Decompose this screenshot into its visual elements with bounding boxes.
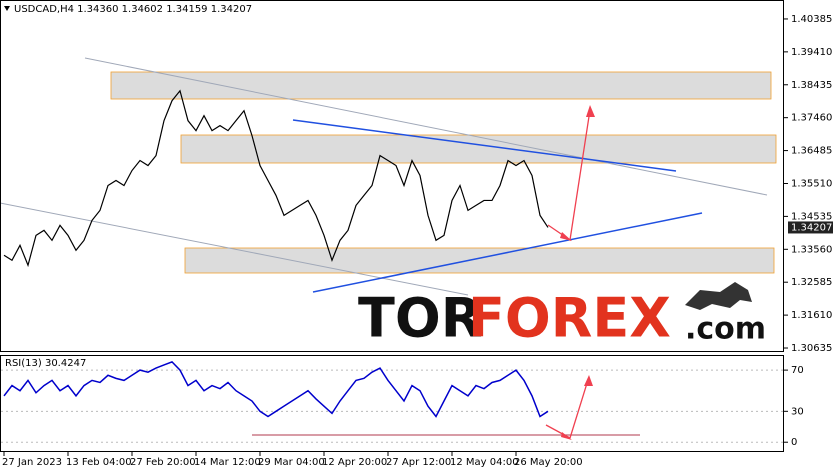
y-tick-label: 1.31610 xyxy=(791,310,832,321)
arrow-head xyxy=(560,232,572,241)
support-zone xyxy=(184,247,775,274)
y-tick-label: 1.37460 xyxy=(791,113,832,124)
current-price-box xyxy=(788,221,833,234)
forecast-arrow xyxy=(545,379,589,439)
y-tick-label: 1.38435 xyxy=(791,80,832,91)
x-tick-label: 27 Feb 20:00 xyxy=(130,457,196,468)
watermark-text: FOREX xyxy=(468,287,671,350)
y-tick-label: 1.34535 xyxy=(791,211,832,222)
y-tick-label: 1.40385 xyxy=(791,14,832,25)
watermark-text: .com xyxy=(685,312,766,347)
y-tick-label: 30 xyxy=(791,406,804,417)
menu-arrow xyxy=(4,6,10,11)
x-tick-label: 27 Apr 12:00 xyxy=(386,457,451,468)
x-tick-label: 13 Feb 04:00 xyxy=(66,457,132,468)
x-tick-label: 12 Apr 20:00 xyxy=(322,457,387,468)
watermark-text: TOR xyxy=(358,287,482,350)
y-tick-label: 70 xyxy=(791,365,804,376)
resistance-zone xyxy=(180,134,777,164)
arrow-head xyxy=(586,105,595,117)
rsi-panel-frame xyxy=(0,355,784,452)
current-price-label: 1.34207 xyxy=(791,222,832,233)
arrow-head xyxy=(561,432,572,440)
chart-title: USDCAD,H4 1.34360 1.34602 1.34159 1.3420… xyxy=(14,4,252,15)
trend-line xyxy=(312,212,703,293)
trend-line xyxy=(292,119,677,172)
y-tick-label: 1.35510 xyxy=(791,178,832,189)
channel-line xyxy=(84,57,768,196)
x-tick-label: 27 Jan 2023 xyxy=(2,457,62,468)
rsi-title: RSI(13) 30.4247 xyxy=(5,358,86,369)
price-panel-frame xyxy=(0,0,784,352)
y-tick-label: 1.32585 xyxy=(791,277,832,288)
y-tick-label: 1.30635 xyxy=(791,343,832,354)
arrow-head xyxy=(584,375,593,386)
resistance-zone xyxy=(110,71,772,100)
y-tick-label: 1.39410 xyxy=(791,47,832,58)
y-tick-label: 1.33560 xyxy=(791,244,832,255)
watermark: TOR FOREX .com xyxy=(358,282,766,350)
price-line xyxy=(3,89,549,268)
rsi-line xyxy=(3,360,549,418)
x-tick-label: 29 Mar 04:00 xyxy=(258,457,325,468)
bull-icon xyxy=(685,282,752,310)
y-tick-label: 1.36485 xyxy=(791,146,832,157)
channel-line xyxy=(0,202,469,296)
y-tick-label: 0 xyxy=(791,437,797,448)
x-tick-label: 12 May 04:00 xyxy=(450,457,519,468)
x-tick-label: 26 May 20:00 xyxy=(514,457,583,468)
x-tick-label: 14 Mar 12:00 xyxy=(194,457,261,468)
